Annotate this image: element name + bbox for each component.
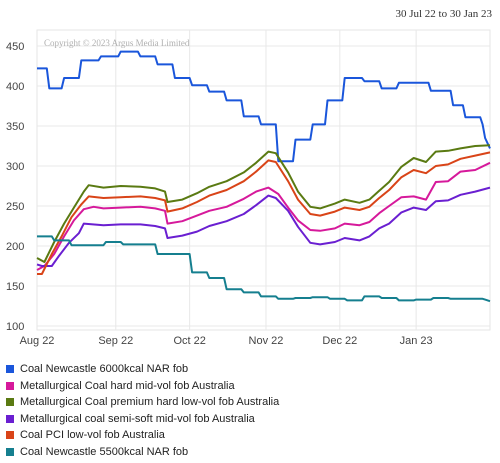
y-tick-label: 350 [6,121,24,133]
legend-item[interactable]: Metallurgical coal semi-soft mid-vol fob… [6,411,279,428]
y-tick-label: 450 [6,41,24,53]
x-tick-label: Aug 22 [20,335,55,347]
legend-swatch [6,381,14,390]
plot-area [36,29,491,331]
copyright-text: Copyright © 2023 Argus Media Limited [44,38,190,48]
legend: Coal Newcastle 6000kcal NAR fob Metallurg… [6,361,279,460]
grid [37,30,490,330]
legend-label: Coal Newcastle 5500kcal NAR fob [20,445,189,458]
y-tick-label: 100 [6,321,24,333]
x-tick-label: Dec 22 [322,335,357,347]
x-tick-label: Sep 22 [98,335,133,347]
legend-label: Coal PCI low-vol fob Australia [20,429,165,442]
legend-swatch [6,414,14,423]
y-tick-label: 200 [6,241,24,253]
series-line-3 [36,144,491,263]
y-tick-label: 400 [6,81,24,93]
line-chart: 100 150 200 250 300 350 400 450 Aug 22 Sep 22 Oct… [6,29,491,347]
series-line-1 [37,50,491,163]
legend-label: Metallurgical Coal premium hard low-vol … [20,396,280,409]
legend-swatch [6,431,14,440]
legend-swatch [6,365,14,374]
x-axis: Aug 22 Sep 22 Oct 22 Nov 22 Dec 22 Jan 23 [20,335,433,347]
x-tick-label: Jan 23 [400,335,433,347]
legend-item[interactable]: Coal Newcastle 5500kcal NAR fob [6,444,279,461]
legend-item[interactable]: Coal PCI low-vol fob Australia [6,427,279,444]
y-axis: 100 150 200 250 300 350 400 450 [6,41,24,333]
legend-label: Metallurgical Coal hard mid-vol fob Aust… [20,379,235,392]
y-tick-label: 300 [6,161,24,173]
legend-swatch [6,398,14,407]
y-tick-label: 150 [6,281,24,293]
series-group [36,50,491,303]
x-tick-label: Nov 22 [249,335,284,347]
legend-item[interactable]: Metallurgical Coal premium hard low-vol … [6,394,279,411]
series-line-2 [36,161,491,271]
x-tick-label: Oct 22 [173,335,205,347]
legend-label: Metallurgical coal semi-soft mid-vol fob… [20,412,255,425]
series-line-4 [36,186,491,267]
y-tick-label: 250 [6,201,24,213]
date-range: 30 Jul 22 to 30 Jan 23 [395,8,492,20]
legend-label: Coal Newcastle 6000kcal NAR fob [20,363,189,376]
legend-swatch [6,447,14,456]
series-line-5 [37,151,491,275]
series-line-6 [37,235,491,303]
legend-item[interactable]: Coal Newcastle 6000kcal NAR fob [6,361,279,378]
legend-item[interactable]: Metallurgical Coal hard mid-vol fob Aust… [6,378,279,395]
